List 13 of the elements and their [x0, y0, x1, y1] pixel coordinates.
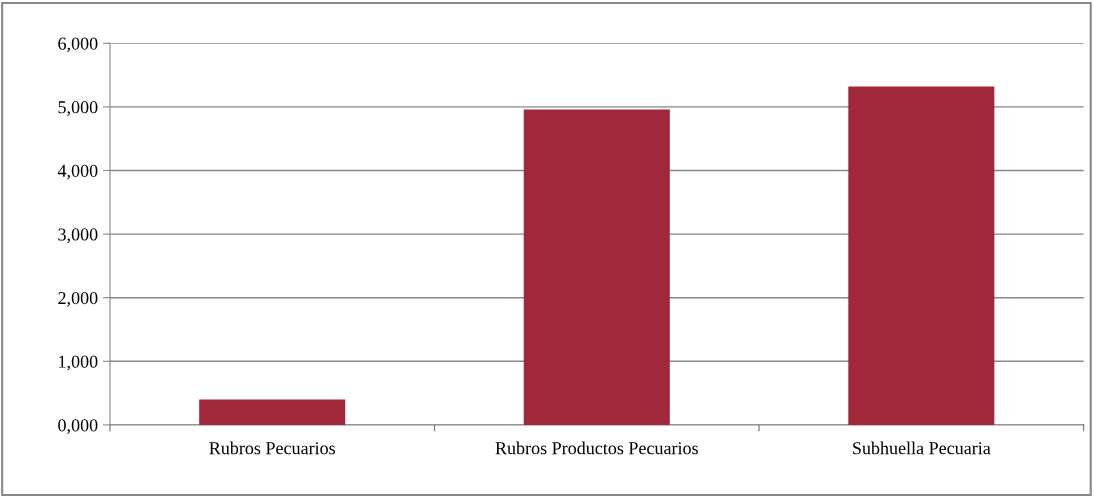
- bar: [199, 399, 346, 425]
- y-tick-label: 0,000: [58, 419, 98, 434]
- y-tick-label: 6,000: [58, 37, 98, 53]
- x-tick-label: Rubros Pecuarios: [209, 441, 336, 455]
- y-tick-label: 5,000: [58, 101, 98, 116]
- y-tick-label: 4,000: [57, 164, 98, 180]
- y-tick-label: 1,000: [59, 355, 98, 371]
- y-tick-label: 3,000: [58, 228, 98, 244]
- x-tick-label: Subhuella Pecuaria: [853, 441, 991, 455]
- bar: [523, 109, 670, 425]
- x-tick-label: Rubros Productos Pecuarios: [495, 441, 698, 455]
- bar: [848, 86, 995, 425]
- y-tick-label: 2,000: [58, 291, 98, 307]
